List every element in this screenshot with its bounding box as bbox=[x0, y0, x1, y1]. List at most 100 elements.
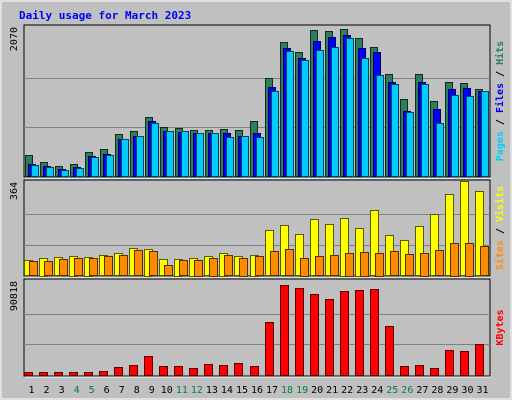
x-tick-label-day-18: 18 bbox=[281, 385, 293, 396]
bar-pages-day-15 bbox=[241, 136, 249, 177]
bar-pages-day-4 bbox=[76, 168, 84, 177]
x-axis-labels: 1 2 3 4 5 6 7 8 9 10 11 12 13 14 15 16 17 18 19 20 21 22 23 24 2… bbox=[29, 385, 489, 396]
bar-kbytes-day-19 bbox=[295, 288, 304, 376]
x-tick-label-day-5: 5 bbox=[89, 385, 95, 396]
y-max-label: 2070 bbox=[9, 27, 20, 51]
x-tick-label-day-3: 3 bbox=[59, 385, 65, 396]
x-tick-label-day-10: 10 bbox=[161, 385, 173, 396]
bar-sites-day-27 bbox=[420, 253, 429, 277]
bar-pages-day-18 bbox=[286, 51, 294, 177]
x-tick-label-day-21: 21 bbox=[326, 385, 338, 396]
bar-kbytes-day-1 bbox=[24, 372, 33, 376]
legend-entry-kbytes: KBytes bbox=[495, 309, 506, 345]
x-tick-label-day-24: 24 bbox=[371, 385, 383, 396]
x-tick-label-day-1: 1 bbox=[29, 385, 35, 396]
bar-kbytes-day-20 bbox=[310, 294, 319, 376]
legend-requests: Pages / Files / Hits bbox=[494, 41, 506, 161]
legend-entry-files: Files bbox=[494, 83, 506, 113]
bar-pages-day-9 bbox=[151, 123, 159, 177]
bar-pages-day-20 bbox=[316, 50, 324, 177]
bar-sites-day-15 bbox=[239, 258, 248, 277]
bar-pages-day-14 bbox=[226, 137, 234, 177]
bar-kbytes-day-28 bbox=[430, 368, 439, 376]
bar-sites-day-19 bbox=[300, 258, 309, 277]
x-tick-label-day-23: 23 bbox=[356, 385, 368, 396]
bar-pages-day-13 bbox=[211, 133, 219, 177]
panel-visitors: 364 bbox=[9, 179, 491, 278]
bar-kbytes-day-14 bbox=[219, 365, 228, 376]
bar-kbytes-day-30 bbox=[460, 351, 469, 376]
bar-sites-day-26 bbox=[405, 254, 414, 276]
x-tick-label-day-25: 25 bbox=[386, 385, 398, 396]
bar-sites-day-3 bbox=[59, 259, 68, 276]
bar-kbytes-day-31 bbox=[475, 344, 484, 376]
bar-pages-day-22 bbox=[346, 38, 354, 177]
bar-sites-day-23 bbox=[360, 252, 369, 277]
bar-pages-day-16 bbox=[256, 137, 264, 177]
x-tick-label-day-29: 29 bbox=[446, 385, 458, 396]
bar-sites-day-18 bbox=[285, 249, 294, 276]
bar-kbytes-day-17 bbox=[265, 322, 274, 376]
x-tick-label-day-28: 28 bbox=[431, 385, 443, 396]
bar-sites-day-17 bbox=[270, 251, 279, 276]
x-tick-label-day-8: 8 bbox=[134, 385, 140, 396]
chart-title: Daily usage for March 2023 bbox=[19, 9, 191, 22]
bar-pages-day-8 bbox=[136, 136, 144, 177]
bar-visits-day-21 bbox=[325, 224, 334, 276]
bar-kbytes-day-21 bbox=[325, 299, 334, 376]
x-tick-label-day-16: 16 bbox=[251, 385, 263, 396]
x-tick-label-day-7: 7 bbox=[119, 385, 125, 396]
bar-kbytes-day-13 bbox=[204, 364, 213, 376]
bar-pages-day-1 bbox=[31, 165, 39, 177]
bar-sites-day-10 bbox=[164, 265, 173, 276]
x-tick-label-day-22: 22 bbox=[341, 385, 353, 396]
bar-kbytes-day-3 bbox=[54, 372, 63, 376]
x-tick-label-day-6: 6 bbox=[104, 385, 110, 396]
panel-kbytes: 90818 bbox=[9, 278, 491, 378]
bar-kbytes-day-6 bbox=[99, 371, 108, 376]
x-tick-label-day-2: 2 bbox=[44, 385, 50, 396]
panel-requests: 2070 bbox=[9, 24, 491, 179]
x-tick-label-day-17: 17 bbox=[266, 385, 278, 396]
bar-kbytes-day-9 bbox=[144, 356, 153, 376]
legend-entry-pages: Pages bbox=[495, 131, 506, 161]
bar-kbytes-day-7 bbox=[114, 367, 123, 376]
bar-pages-day-10 bbox=[166, 131, 174, 177]
bar-sites-day-12 bbox=[194, 260, 203, 277]
legend-kbytes: KBytes bbox=[495, 309, 506, 345]
bar-kbytes-day-25 bbox=[385, 326, 394, 376]
bar-visits-day-22 bbox=[340, 218, 349, 277]
bar-sites-day-20 bbox=[315, 256, 324, 276]
bar-kbytes-day-8 bbox=[129, 365, 138, 376]
bar-sites-day-13 bbox=[209, 258, 218, 277]
bar-kbytes-day-18 bbox=[280, 285, 289, 376]
x-tick-label-day-4: 4 bbox=[74, 385, 80, 396]
bar-pages-day-23 bbox=[361, 58, 369, 177]
bar-sites-day-28 bbox=[435, 250, 444, 276]
bar-kbytes-day-16 bbox=[250, 366, 259, 376]
bar-kbytes-day-23 bbox=[355, 290, 364, 376]
bar-kbytes-day-2 bbox=[39, 372, 48, 376]
bar-pages-day-11 bbox=[181, 131, 189, 177]
bar-pages-day-6 bbox=[106, 155, 114, 177]
bar-pages-day-7 bbox=[121, 139, 129, 177]
legend-visitors: Sites / Visits bbox=[494, 186, 506, 270]
bar-kbytes-day-22 bbox=[340, 291, 349, 376]
bar-kbytes-day-12 bbox=[189, 368, 198, 376]
bar-pages-day-12 bbox=[196, 133, 204, 177]
bar-sites-day-11 bbox=[179, 260, 188, 276]
bar-sites-day-5 bbox=[89, 258, 98, 276]
bar-kbytes-day-4 bbox=[69, 372, 78, 376]
panel-frame bbox=[23, 278, 491, 377]
chart-legends: Pages / Files / Hits Sites / Visits KBytes bbox=[494, 41, 506, 346]
bar-pages-day-26 bbox=[406, 112, 414, 177]
bar-visits-day-20 bbox=[310, 219, 319, 276]
bar-sites-day-29 bbox=[450, 243, 459, 277]
bar-visits-day-19 bbox=[295, 234, 304, 276]
bar-sites-day-30 bbox=[465, 243, 474, 277]
bar-sites-day-24 bbox=[375, 253, 384, 277]
bar-sites-day-16 bbox=[255, 256, 264, 276]
bar-sites-day-2 bbox=[44, 261, 53, 276]
